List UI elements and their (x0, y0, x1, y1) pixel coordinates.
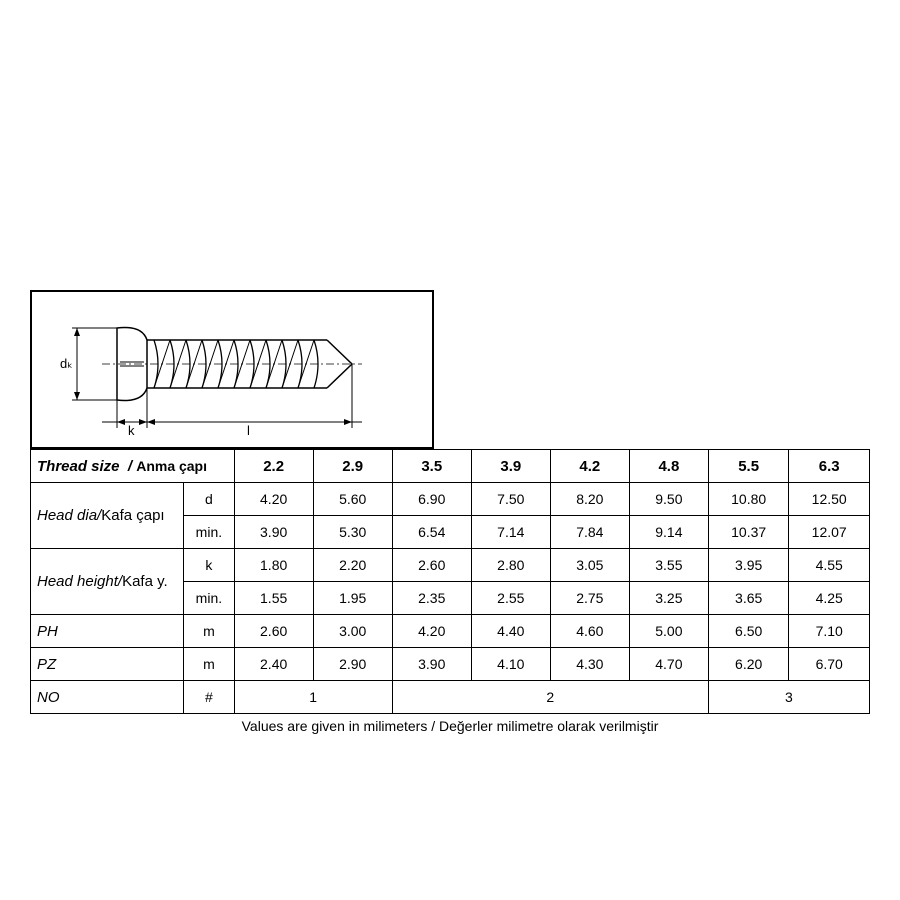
size-7: 6.3 (789, 450, 870, 483)
size-0: 2.2 (234, 450, 313, 483)
no-group-2: 2 (392, 681, 708, 714)
size-4: 4.2 (550, 450, 629, 483)
size-6: 5.5 (708, 450, 789, 483)
diagram-k-label: k (128, 423, 135, 438)
pz-row: PZ m 2.40 2.90 3.90 4.10 4.30 4.70 6.20 … (31, 648, 870, 681)
ph-row: PH m 2.60 3.00 4.20 4.40 4.60 5.00 6.50 … (31, 615, 870, 648)
sym-m-2: m (184, 648, 234, 681)
size-5: 4.8 (629, 450, 708, 483)
thread-size-label: Thread size / Anma çapı (31, 450, 235, 483)
head-dia-label: Head dia/Kafa çapı (31, 483, 184, 549)
no-group-1: 1 (234, 681, 392, 714)
footer-note: Values are given in milimeters / Değerle… (30, 718, 870, 734)
sym-d: d (184, 483, 234, 516)
pz-label: PZ (31, 648, 184, 681)
diagram-d-label: dₖ (60, 356, 73, 371)
sym-hash: # (184, 681, 234, 714)
sym-min-1: min. (184, 516, 234, 549)
sym-m-1: m (184, 615, 234, 648)
sym-min-2: min. (184, 582, 234, 615)
head-height-label: Head height/Kafa y. (31, 549, 184, 615)
spec-table: Thread size / Anma çapı 2.2 2.9 3.5 3.9 … (30, 449, 870, 714)
diagram-l-label: l (247, 423, 250, 438)
no-row: NO # 1 2 3 (31, 681, 870, 714)
screw-diagram: dₖ (30, 290, 434, 449)
size-3: 3.9 (471, 450, 550, 483)
head-dia-d-row: Head dia/Kafa çapı d 4.20 5.60 6.90 7.50… (31, 483, 870, 516)
head-height-k-row: Head height/Kafa y. k 1.80 2.20 2.60 2.8… (31, 549, 870, 582)
screw-svg: dₖ (42, 300, 422, 440)
sym-k: k (184, 549, 234, 582)
size-2: 3.5 (392, 450, 471, 483)
no-label: NO (31, 681, 184, 714)
size-1: 2.9 (313, 450, 392, 483)
no-group-3: 3 (708, 681, 869, 714)
ph-label: PH (31, 615, 184, 648)
header-row: Thread size / Anma çapı 2.2 2.9 3.5 3.9 … (31, 450, 870, 483)
